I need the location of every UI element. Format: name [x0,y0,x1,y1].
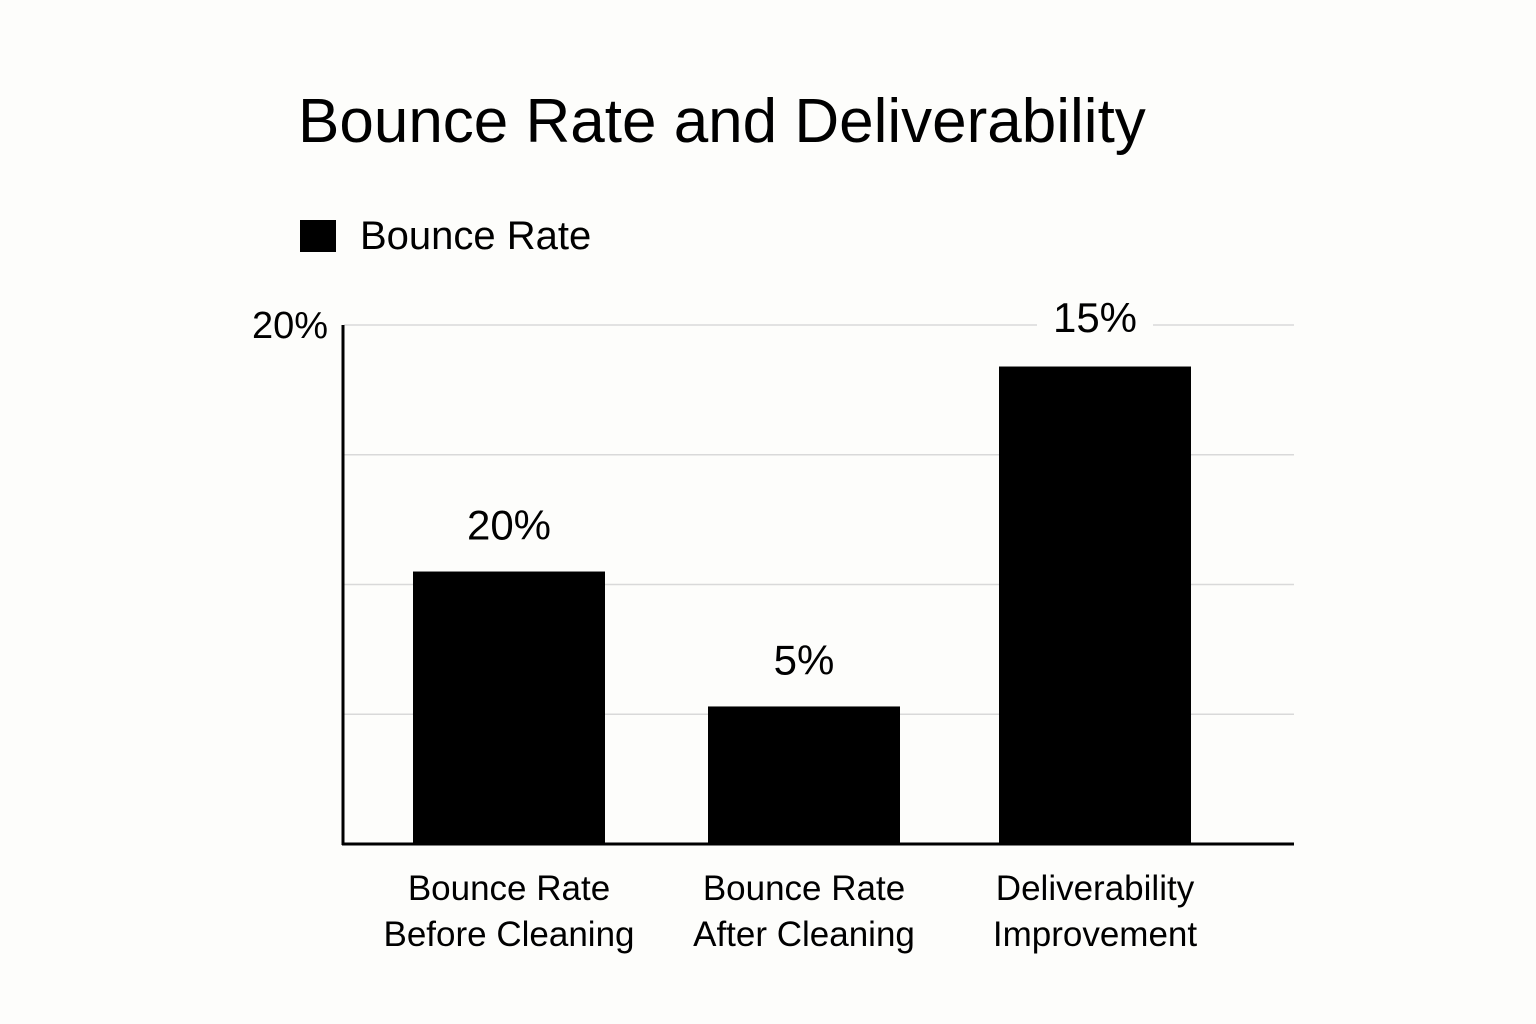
data-labels: 20% 5% 15% [467,294,1153,683]
y-tick-label: 20% [252,305,328,347]
data-label-background [1037,317,1153,337]
data-label: 5% [774,636,835,683]
x-axis-labels: Bounce Rate Before Cleaning Bounce Rate Aft… [384,869,1198,954]
y-axis-ticks: 20% [252,305,328,347]
legend-label: Bounce Rate [360,214,591,258]
chart-title: Bounce Rate and Deliverability [298,87,1146,156]
x-tick-label: Bounce Rate Before Cleaning [384,869,635,954]
bar [413,571,605,844]
x-tick-label: Deliverability Improvement [993,869,1198,954]
bars [413,366,1191,844]
data-label: 20% [467,502,551,549]
bar [708,706,900,844]
bar [999,366,1191,844]
legend-swatch [300,220,336,252]
x-tick-label: Bounce Rate After Cleaning [693,869,915,954]
data-label: 15% [1053,294,1137,341]
